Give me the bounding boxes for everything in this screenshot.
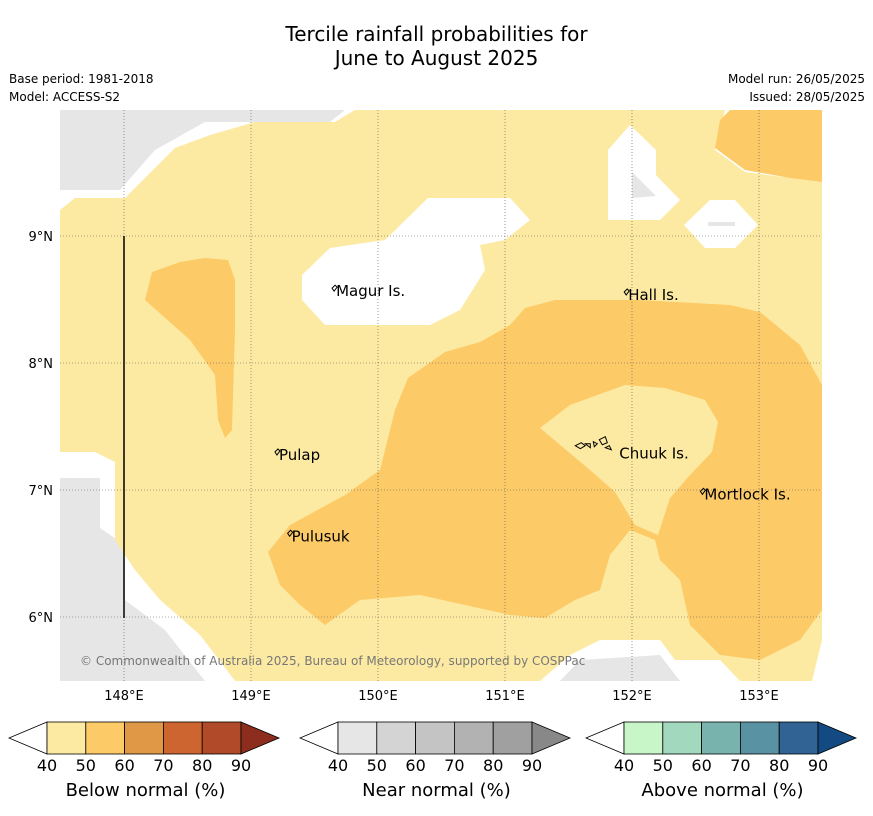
colorbar-tick-label: 90 [808, 756, 828, 775]
place-marker: Mortlock Is. [699, 485, 791, 503]
longitude-label: 148°E [104, 689, 144, 704]
colorbar-segment [415, 721, 455, 755]
island-outline [699, 487, 707, 496]
colorbar-tick-label: 70 [153, 756, 173, 775]
place-labels: Magur Is. Hall Is. Pulap Chuuk Is. Mortlock … [274, 282, 791, 545]
place-name: Magur Is. [336, 282, 405, 300]
island-outline [286, 529, 294, 538]
colorbar-near: 40 50 60 70 80 90 [299, 721, 572, 775]
longitude-label: 152°E [612, 689, 652, 704]
colorbar-segment [201, 721, 242, 755]
colorbar-tick-label: 40 [614, 756, 634, 775]
colorbar-over-arrow [240, 721, 281, 755]
no-data-region-southeast [560, 655, 680, 681]
colorbar-over-arrow [817, 721, 858, 755]
colorbar-segment [453, 721, 494, 755]
colorbar-tick-label: 80 [769, 756, 789, 775]
longitude-label: 149°E [231, 689, 271, 704]
colorbar-segment [739, 721, 780, 755]
latitude-label: 8°N [29, 357, 54, 372]
island-outline [274, 448, 281, 456]
map-area: Magur Is. Hall Is. Pulap Chuuk Is. Mortlock … [60, 110, 822, 681]
copyright-text: © Commonwealth of Australia 2025, Bureau… [80, 654, 585, 668]
issued-date: Issued: 28/05/2025 [749, 90, 865, 104]
colorbar-title: Near normal (%) [362, 780, 511, 801]
colorbar-segment [162, 721, 203, 755]
colorbar-tick-label: 40 [37, 756, 57, 775]
colorbar-segment [778, 721, 819, 755]
colorbar-tick-label: 40 [328, 756, 348, 775]
colorbar-under-arrow [585, 721, 625, 755]
colorbar-tick-label: 60 [691, 756, 711, 775]
colorbar-tick-label: 60 [405, 756, 425, 775]
place-marker: Chuuk Is. [574, 436, 689, 463]
island-outline [331, 284, 338, 293]
colorbar-tick-label: 50 [653, 756, 673, 775]
below-40-50-chuuk [540, 385, 718, 535]
place-name: Pulap [279, 446, 320, 464]
colorbar-segment [662, 721, 703, 755]
colorbar-title: Above normal (%) [641, 780, 804, 801]
colorbar-tick-label: 50 [76, 756, 96, 775]
metadata-right: Model run: 26/05/2025 Issued: 28/05/2025 [728, 70, 865, 106]
island-outline [623, 288, 630, 296]
no-data-northeast-triangle [632, 172, 656, 198]
colorbar-under-arrow [8, 721, 48, 755]
colorbar-tick-label: 90 [231, 756, 251, 775]
metadata-left: Base period: 1981-2018 Model: ACCESS-S2 [9, 70, 154, 106]
place-name: Pulusuk [292, 527, 350, 545]
place-name: Hall Is. [628, 286, 679, 304]
colorbar-tick-label: 70 [730, 756, 750, 775]
base-period: Base period: 1981-2018 [9, 72, 154, 86]
colorbar-over-arrow [531, 721, 572, 755]
map-title: Tercile rainfall probabilities for June … [0, 22, 873, 70]
colorbar-segment [124, 721, 164, 755]
island-outline [574, 436, 613, 451]
colorbar-segment [376, 721, 417, 755]
no-signal-northeast-1 [608, 125, 680, 220]
colorbar-title: Below normal (%) [65, 780, 226, 801]
model-run: Model run: 26/05/2025 [727, 72, 865, 86]
place-marker: Pulusuk [286, 527, 350, 545]
place-marker: Pulap [274, 446, 320, 464]
colorbar-tick-label: 60 [114, 756, 134, 775]
place-name: Mortlock Is. [704, 485, 790, 503]
colorbar-tick-label: 70 [444, 756, 464, 775]
no-data-region-northwest [60, 110, 345, 190]
place-name: Chuuk Is. [619, 445, 688, 463]
colorbar-tick-label: 80 [483, 756, 503, 775]
no-signal-magur [302, 198, 530, 325]
colorbar-segment [337, 721, 378, 755]
colorbar-under-arrow [299, 721, 339, 755]
latitude-label: 7°N [29, 484, 54, 499]
colorbar-tick-label: 90 [522, 756, 542, 775]
model-name: Model: ACCESS-S2 [9, 90, 121, 104]
colorbar-tick-label: 80 [192, 756, 212, 775]
colorbar-segment [492, 721, 533, 755]
colorbar-above: 40 50 60 70 80 90 [585, 721, 858, 775]
longitude-label: 151°E [485, 689, 525, 704]
colorbar-segment [46, 721, 87, 755]
place-marker: Hall Is. [623, 286, 679, 304]
colorbar-segment [623, 721, 664, 755]
title-line-1: Tercile rainfall probabilities for [285, 22, 588, 46]
below-50-60-northwest [145, 258, 235, 438]
no-data-region-southwest [60, 478, 205, 681]
place-marker: Magur Is. [331, 282, 405, 300]
colorbar-segment [85, 721, 126, 755]
colorbar-segment [701, 721, 741, 755]
no-data-northeast-small [708, 222, 735, 226]
title-line-2: June to August 2025 [334, 46, 539, 70]
colorbar-tick-label: 50 [367, 756, 387, 775]
no-signal-south [160, 600, 235, 681]
colorbar-below: 40 50 60 70 80 90 [8, 721, 281, 775]
below-50-60-northeast [715, 110, 822, 182]
below-50-60-main [268, 300, 822, 660]
axis-labels: 148°E 149°E 150°E 151°E 152°E 153°E 9°N 8°N 7°N 6… [29, 230, 779, 704]
longitude-label: 153°E [739, 689, 779, 704]
latitude-label: 9°N [29, 230, 54, 245]
longitude-label: 150°E [358, 689, 398, 704]
latitude-label: 6°N [29, 611, 54, 626]
